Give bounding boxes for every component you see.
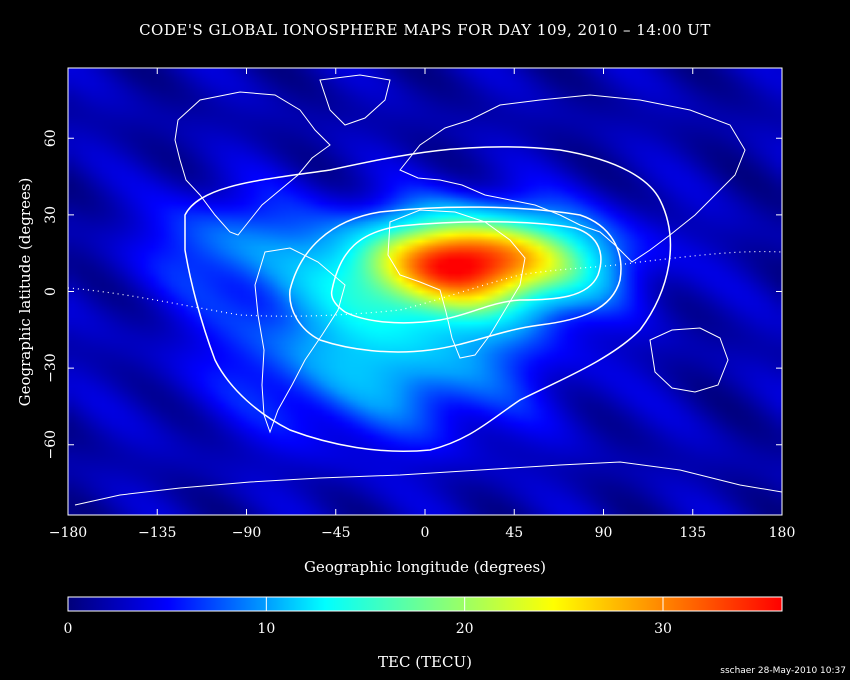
colorbar-ticks: 0 10 20 30: [64, 597, 672, 637]
x-tick-label: 45: [505, 525, 523, 541]
y-axis-label: Geographic latitude (degrees): [16, 178, 34, 407]
x-tick-label: 135: [679, 525, 706, 541]
coast-antarctica: [74, 461, 782, 506]
tec-contours: [184, 146, 672, 453]
tec-heatmap: [68, 68, 782, 515]
x-axis-ticks: −180 −135 −90 −45 0 45 90 135 180: [49, 68, 796, 541]
x-tick-label: 180: [769, 525, 796, 541]
y-tick-label: 60: [43, 129, 59, 147]
coast-south-america: [254, 247, 346, 434]
contour-30-tecu: [330, 220, 602, 324]
coast-australia: [649, 327, 729, 393]
y-tick-label: −60: [43, 430, 59, 460]
contour-20-tecu: [289, 206, 622, 353]
contour-10-tecu: [184, 146, 672, 453]
colorbar-tick-label: 10: [257, 621, 275, 637]
y-tick-label: 0: [43, 287, 59, 296]
chart-title: CODE'S GLOBAL IONOSPHERE MAPS FOR DAY 10…: [139, 21, 711, 39]
x-tick-label: −90: [232, 525, 262, 541]
x-tick-label: −180: [49, 525, 87, 541]
x-tick-label: −135: [138, 525, 176, 541]
colorbar-tick-label: 0: [64, 621, 73, 637]
coast-greenland: [319, 74, 391, 126]
x-tick-label: 90: [595, 525, 613, 541]
colorbar-tick-label: 30: [654, 621, 672, 637]
y-axis-ticks: −60 −30 0 30 60: [43, 129, 782, 460]
colorbar-label: TEC (TECU): [378, 653, 472, 671]
x-tick-label: −45: [321, 525, 351, 541]
colorbar: [67, 596, 783, 612]
x-tick-label: 0: [421, 525, 430, 541]
coast-africa: [387, 209, 526, 359]
y-tick-label: −30: [43, 353, 59, 383]
colorbar-tick-label: 20: [456, 621, 474, 637]
x-axis-label: Geographic longitude (degrees): [304, 558, 546, 576]
tec-map: [68, 68, 782, 515]
coast-eurasia: [399, 94, 746, 263]
y-tick-label: 30: [43, 206, 59, 224]
coastlines: [74, 74, 782, 506]
credit-text: sschaer 28-May-2010 10:37: [720, 666, 846, 676]
coast-north-america: [174, 91, 331, 236]
